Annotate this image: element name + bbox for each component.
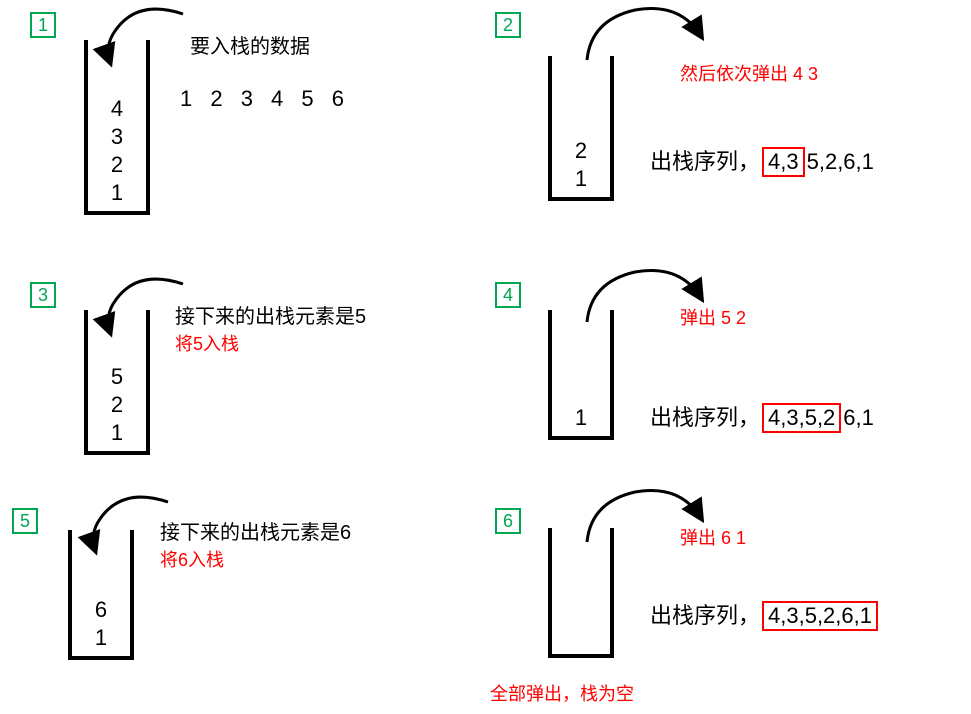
stack-item: 5 xyxy=(111,363,123,391)
stack-item: 2 xyxy=(111,151,123,179)
step2-note: 然后依次弹出 4 3 xyxy=(680,60,818,86)
stack-2: 1 2 xyxy=(548,56,614,201)
stack-item: 1 xyxy=(575,404,587,432)
step-number-2-label: 2 xyxy=(503,15,513,35)
step3-title: 接下来的出栈元素是5 xyxy=(175,300,366,329)
seq-label: 出栈序列， xyxy=(650,405,760,430)
step4-note: 弹出 5 2 xyxy=(680,304,746,330)
step1-title: 要入栈的数据 xyxy=(190,30,310,59)
step-number-2: 2 xyxy=(495,12,521,38)
stack-item: 1 xyxy=(95,624,107,652)
stack-item: 2 xyxy=(111,391,123,419)
stack-3: 1 2 5 xyxy=(84,310,150,455)
seq-rest: 5,2,6,1 xyxy=(807,149,874,174)
step-number-3-label: 3 xyxy=(38,285,48,305)
stack-5: 1 6 xyxy=(68,530,134,660)
step5-title: 接下来的出栈元素是6 xyxy=(160,516,351,545)
step6-note: 弹出 6 1 xyxy=(680,524,746,550)
step6-footer: 全部弹出，栈为空 xyxy=(490,680,634,706)
step-number-3: 3 xyxy=(30,282,56,308)
step1-push-sequence: 1 2 3 4 5 6 xyxy=(180,86,350,112)
stack-item: 6 xyxy=(95,596,107,624)
step3-note: 将5入栈 xyxy=(175,330,239,356)
step-number-5: 5 xyxy=(12,508,38,534)
stack-item: 1 xyxy=(111,179,123,207)
step4-seq: 出栈序列，4,3,5,26,1 xyxy=(650,400,874,433)
stack-item: 2 xyxy=(575,137,587,165)
step2-seq: 出栈序列，4,35,2,6,1 xyxy=(650,144,874,177)
step-number-1-label: 1 xyxy=(38,15,48,35)
step6-seq: 出栈序列，4,3,5,2,6,1 xyxy=(650,598,880,631)
stack-item: 3 xyxy=(111,123,123,151)
stack-6 xyxy=(548,528,614,658)
step-number-5-label: 5 xyxy=(20,511,30,531)
stack-1: 1 2 3 4 xyxy=(84,40,150,215)
step-number-1: 1 xyxy=(30,12,56,38)
seq-rest: 6,1 xyxy=(843,405,874,430)
step-number-6: 6 xyxy=(495,508,521,534)
seq-label: 出栈序列， xyxy=(650,603,760,628)
stack-item: 1 xyxy=(111,419,123,447)
step5-note: 将6入栈 xyxy=(160,546,224,572)
step-number-4: 4 xyxy=(495,282,521,308)
step-number-6-label: 6 xyxy=(503,511,513,531)
seq-highlighted: 4,3,5,2 xyxy=(762,403,841,433)
seq-highlighted: 4,3 xyxy=(762,147,805,177)
seq-highlighted: 4,3,5,2,6,1 xyxy=(762,601,878,631)
seq-label: 出栈序列， xyxy=(650,149,760,174)
stack-item: 4 xyxy=(111,95,123,123)
stack-item: 1 xyxy=(575,165,587,193)
stack-4: 1 xyxy=(548,310,614,440)
step-number-4-label: 4 xyxy=(503,285,513,305)
